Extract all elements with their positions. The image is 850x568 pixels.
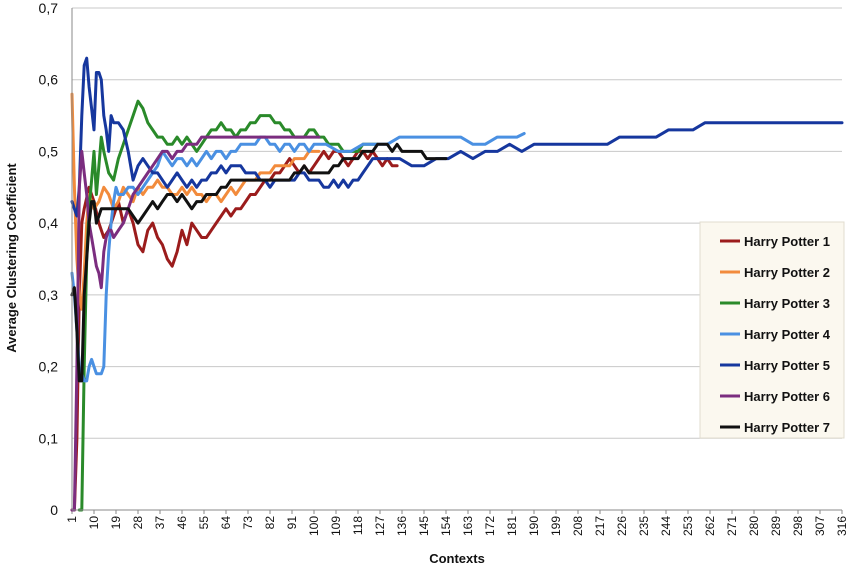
x-tick-label: 307 <box>813 516 827 536</box>
x-tick-label: 298 <box>791 516 805 536</box>
x-tick-label: 190 <box>527 516 541 536</box>
series-line-6 <box>70 135 321 512</box>
legend-label: Harry Potter 4 <box>744 327 831 342</box>
x-tick-label: 154 <box>439 516 453 536</box>
grid-lines <box>72 7 842 439</box>
x-tick-label: 181 <box>505 516 519 536</box>
legend-box <box>699 221 845 439</box>
series-lines <box>70 56 844 512</box>
x-tick-label: 118 <box>351 516 365 535</box>
legend-label: Harry Potter 6 <box>744 389 830 404</box>
series-line-2 <box>70 92 321 311</box>
x-tick-label: 217 <box>593 516 607 536</box>
x-tick-label: 172 <box>483 516 497 536</box>
x-tick-label: 127 <box>373 516 387 536</box>
x-tick-label: 91 <box>285 516 299 530</box>
legend-label: Harry Potter 2 <box>744 265 830 280</box>
x-tick-label: 55 <box>197 516 211 530</box>
y-tick-label: 0,3 <box>39 287 59 303</box>
x-tick-label: 199 <box>549 516 563 536</box>
y-tick-label: 0,7 <box>39 0 59 16</box>
x-tick-label: 73 <box>241 516 255 530</box>
x-tick-label: 28 <box>131 516 145 530</box>
x-tick-label: 280 <box>747 516 761 536</box>
x-tick-label: 145 <box>417 516 431 536</box>
y-tick-label: 0,6 <box>39 72 59 88</box>
y-axis-ticks: 0 0,1 0,2 0,3 0,4 0,5 0,6 0,7 <box>39 0 59 518</box>
y-axis-title: Average Clustering Coefficient <box>4 163 19 353</box>
y-tick-label: 0,4 <box>39 215 59 231</box>
x-tick-label: 82 <box>263 516 277 530</box>
legend-label: Harry Potter 3 <box>744 296 830 311</box>
y-tick-label: 0 <box>50 502 58 518</box>
x-tick-label: 235 <box>637 516 651 536</box>
series-line-1 <box>70 149 399 512</box>
x-tick-label: 271 <box>725 516 739 536</box>
x-tick-label: 37 <box>153 516 167 530</box>
x-tick-label: 19 <box>109 516 123 530</box>
series-line-3 <box>77 99 380 512</box>
x-tick-label: 208 <box>571 516 585 536</box>
legend-label: Harry Potter 1 <box>744 234 830 249</box>
y-tick-label: 0,1 <box>39 430 59 446</box>
x-tick-label: 46 <box>175 516 189 530</box>
y-tick-label: 0,5 <box>39 143 59 159</box>
x-tick-label: 163 <box>461 516 475 536</box>
x-tick-label: 244 <box>659 516 673 536</box>
series-line-7 <box>70 142 448 383</box>
x-axis-title: Contexts <box>429 551 485 566</box>
x-tick-label: 10 <box>87 516 101 530</box>
x-tick-label: 253 <box>681 516 695 536</box>
x-tick-label: 100 <box>307 516 321 536</box>
legend-label: Harry Potter 7 <box>744 420 830 435</box>
legend: Harry Potter 1 Harry Potter 2 Harry Potter… <box>699 221 845 439</box>
x-tick-label: 64 <box>219 516 233 530</box>
legend-label: Harry Potter 5 <box>744 358 830 373</box>
x-axis-ticks: 1 10 19 28 37 46 55 64 73 82 91 100 109 118 127 136 145 1… <box>65 510 849 536</box>
x-tick-label: 316 <box>835 516 849 536</box>
x-tick-label: 1 <box>65 516 79 523</box>
y-tick-label: 0,2 <box>39 359 59 375</box>
x-tick-label: 226 <box>615 516 629 536</box>
x-tick-label: 136 <box>395 516 409 536</box>
x-tick-label: 109 <box>329 516 343 536</box>
x-tick-label: 262 <box>703 516 717 536</box>
x-tick-label: 289 <box>769 516 783 536</box>
